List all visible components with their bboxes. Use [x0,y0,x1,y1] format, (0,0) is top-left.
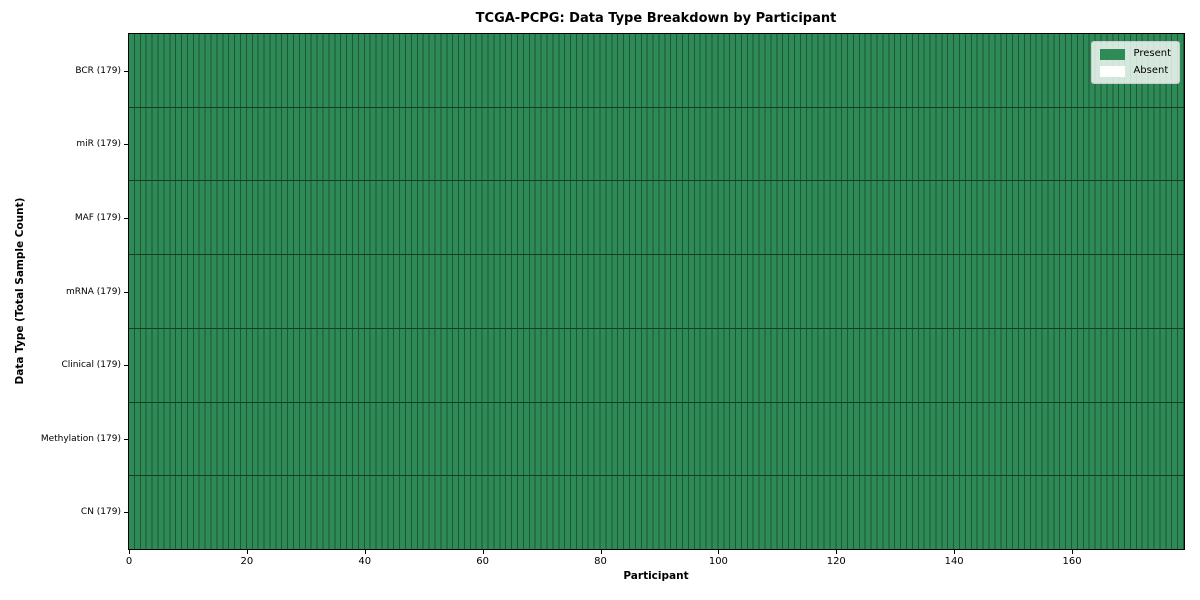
plot-area: Present Absent [128,33,1185,550]
y-tick-mark [124,512,128,513]
x-tick-mark [718,550,719,554]
y-tick-label-clinical: Clinical (179) [61,360,121,371]
heatmap-row-mir [129,107,1184,182]
y-tick-mark [124,218,128,219]
y-tick-mark [124,292,128,293]
x-tick-label-100: 100 [708,556,728,567]
y-tick-label-mrna: mRNA (179) [66,286,121,297]
x-axis-title: Participant [623,570,689,582]
y-tick-mark [124,439,128,440]
y-tick-label-bcr: BCR (179) [75,65,121,76]
y-tick-label-methylation: Methylation (179) [40,433,121,444]
legend-label: Absent [1133,65,1169,76]
heatmap-row-cn [129,476,1184,550]
x-tick-mark [954,550,955,554]
y-tick-label-cn: CN (179) [80,507,121,518]
x-tick-mark [836,550,837,554]
y-tick-mark [124,144,128,145]
y-tick-label-mir: miR (179) [76,139,121,150]
x-tick-label-160: 160 [1062,556,1082,567]
heatmap-row-methylation [129,402,1184,477]
x-tick-mark [483,550,484,554]
legend: Present Absent [1091,41,1180,84]
x-tick-label-0: 0 [125,556,133,567]
heatmap-row-clinical [129,328,1184,403]
heatmap-row-bcr [129,34,1184,108]
x-tick-label-120: 120 [826,556,846,567]
x-tick-label-140: 140 [944,556,964,567]
legend-label: Present [1133,48,1171,59]
x-tick-label-80: 80 [594,556,607,567]
x-tick-mark [129,550,130,554]
legend-item-absent: Absent [1100,65,1171,77]
x-tick-label-20: 20 [240,556,254,567]
legend-swatch-absent [1100,65,1126,77]
y-tick-mark [124,365,128,366]
x-tick-label-60: 60 [476,556,489,567]
x-tick-label-40: 40 [358,556,372,567]
heatmap-row-maf [129,181,1184,256]
heatmap-row-mrna [129,255,1184,329]
x-tick-mark [1072,550,1073,554]
legend-item-present: Present [1100,48,1171,60]
x-tick-mark [601,550,602,554]
chart-title: TCGA-PCPG: Data Type Breakdown by Partic… [475,11,837,26]
x-tick-mark [247,550,248,554]
heatmap-grid [129,34,1184,550]
legend-swatch-present [1100,48,1126,60]
y-tick-mark [124,71,128,72]
x-tick-mark [365,550,366,554]
y-tick-label-maf: MAF (179) [74,212,121,223]
